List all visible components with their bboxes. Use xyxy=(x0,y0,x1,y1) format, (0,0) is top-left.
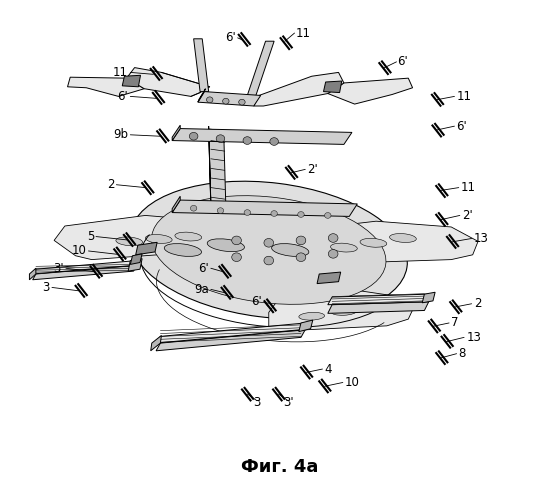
Polygon shape xyxy=(254,72,344,106)
Text: 3': 3' xyxy=(53,262,64,274)
Circle shape xyxy=(328,250,338,258)
Polygon shape xyxy=(299,320,313,332)
Polygon shape xyxy=(172,200,357,216)
Polygon shape xyxy=(172,125,180,140)
Text: 11: 11 xyxy=(113,66,128,79)
Text: 6': 6' xyxy=(397,56,408,68)
Polygon shape xyxy=(422,292,435,303)
Polygon shape xyxy=(172,128,352,144)
Circle shape xyxy=(217,208,224,214)
Circle shape xyxy=(222,98,229,104)
Text: 3: 3 xyxy=(253,396,260,409)
Text: 10: 10 xyxy=(345,376,360,389)
Ellipse shape xyxy=(145,234,172,244)
Ellipse shape xyxy=(207,239,244,252)
Polygon shape xyxy=(247,41,274,96)
Ellipse shape xyxy=(164,244,202,256)
Circle shape xyxy=(243,136,252,144)
Polygon shape xyxy=(30,268,36,280)
Text: 11: 11 xyxy=(457,90,472,103)
Text: 6': 6' xyxy=(198,262,209,274)
Circle shape xyxy=(298,212,304,218)
Ellipse shape xyxy=(175,232,202,241)
Polygon shape xyxy=(193,39,209,92)
Polygon shape xyxy=(151,336,162,351)
Text: 10: 10 xyxy=(72,244,86,258)
Text: 11: 11 xyxy=(296,26,311,40)
Polygon shape xyxy=(269,291,414,332)
Polygon shape xyxy=(328,302,429,314)
Ellipse shape xyxy=(360,238,387,247)
Circle shape xyxy=(232,253,241,262)
Ellipse shape xyxy=(330,243,357,252)
Polygon shape xyxy=(128,258,142,271)
Circle shape xyxy=(232,236,241,244)
Text: 11: 11 xyxy=(461,181,476,194)
Polygon shape xyxy=(130,254,142,264)
Polygon shape xyxy=(301,221,478,264)
Polygon shape xyxy=(156,323,305,343)
Polygon shape xyxy=(328,294,429,304)
Text: 6': 6' xyxy=(225,32,235,44)
Circle shape xyxy=(244,210,250,216)
Polygon shape xyxy=(209,129,226,207)
Text: 6': 6' xyxy=(117,90,128,103)
Text: 3': 3' xyxy=(283,396,293,409)
Circle shape xyxy=(216,135,225,142)
Ellipse shape xyxy=(151,196,386,304)
Text: Фиг. 4a: Фиг. 4a xyxy=(241,458,318,476)
Polygon shape xyxy=(172,196,180,212)
Circle shape xyxy=(296,236,306,244)
Polygon shape xyxy=(324,81,342,92)
Text: 13: 13 xyxy=(466,331,481,344)
Text: 5: 5 xyxy=(87,230,94,243)
Ellipse shape xyxy=(116,237,143,246)
Ellipse shape xyxy=(299,312,325,320)
Circle shape xyxy=(264,256,273,265)
Ellipse shape xyxy=(331,308,357,316)
Text: 2': 2' xyxy=(307,163,318,176)
Text: 8: 8 xyxy=(459,347,466,360)
Circle shape xyxy=(270,138,278,145)
Ellipse shape xyxy=(272,244,309,256)
Text: 6': 6' xyxy=(252,296,262,308)
Polygon shape xyxy=(209,126,211,205)
Circle shape xyxy=(191,206,197,211)
Polygon shape xyxy=(198,92,260,106)
Circle shape xyxy=(328,234,338,242)
Text: 2: 2 xyxy=(107,178,114,191)
Text: 6': 6' xyxy=(457,120,467,132)
Text: 7: 7 xyxy=(451,316,459,330)
Polygon shape xyxy=(122,76,140,87)
Polygon shape xyxy=(198,88,206,102)
Circle shape xyxy=(296,253,306,262)
Text: 13: 13 xyxy=(474,232,489,245)
Circle shape xyxy=(264,238,273,247)
Circle shape xyxy=(190,132,198,140)
Polygon shape xyxy=(317,272,340,283)
Polygon shape xyxy=(68,77,144,96)
Text: 9a: 9a xyxy=(194,283,209,296)
Circle shape xyxy=(271,210,277,216)
Polygon shape xyxy=(126,68,210,96)
Text: 3: 3 xyxy=(42,281,50,294)
Polygon shape xyxy=(54,216,245,260)
Text: 9b: 9b xyxy=(113,128,128,141)
Circle shape xyxy=(206,97,213,102)
Polygon shape xyxy=(32,260,137,274)
Circle shape xyxy=(239,100,245,105)
Polygon shape xyxy=(156,330,305,351)
Polygon shape xyxy=(328,78,413,104)
Text: 4: 4 xyxy=(325,362,332,376)
Circle shape xyxy=(325,212,331,218)
Polygon shape xyxy=(32,266,137,280)
Text: 2: 2 xyxy=(474,298,481,310)
Text: 2': 2' xyxy=(462,209,473,222)
Ellipse shape xyxy=(390,234,416,242)
Ellipse shape xyxy=(130,181,408,319)
Polygon shape xyxy=(136,242,157,255)
